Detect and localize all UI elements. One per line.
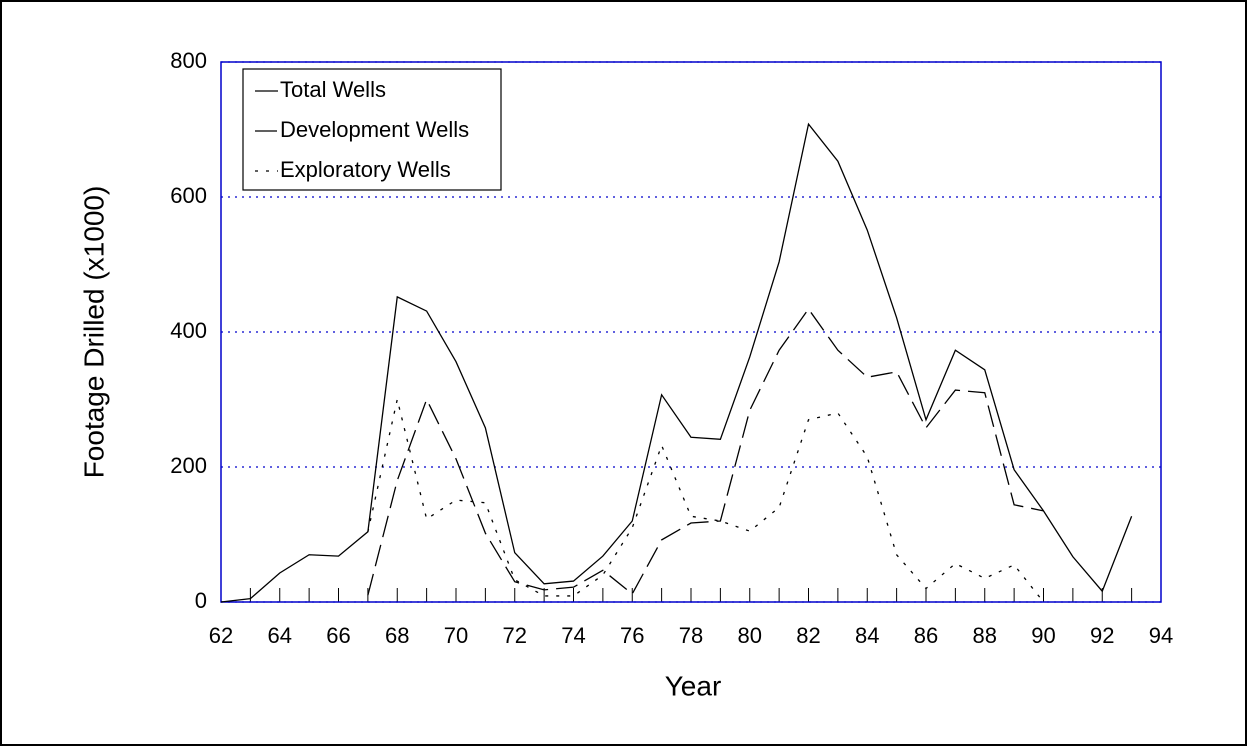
x-tick-label: 62 <box>209 623 233 648</box>
y-tick-label: 200 <box>170 453 207 478</box>
x-tick-label: 82 <box>796 623 820 648</box>
series-line <box>367 307 1044 596</box>
x-tick-label: 86 <box>914 623 938 648</box>
y-tick-label: 600 <box>170 183 207 208</box>
legend-box <box>242 68 502 191</box>
legend-label: Development Wells <box>280 117 469 142</box>
series-line <box>220 122 1133 603</box>
legend-label: Total Wells <box>280 77 386 102</box>
x-tick-label: 90 <box>1031 623 1055 648</box>
plot-frame <box>220 61 1162 603</box>
x-axis-label: Year <box>665 670 722 701</box>
x-tick-label: 94 <box>1149 623 1173 648</box>
y-tick-label: 0 <box>195 588 207 613</box>
x-tick-label: 72 <box>503 623 527 648</box>
x-tick-label: 66 <box>326 623 350 648</box>
x-tick-label: 92 <box>1090 623 1114 648</box>
y-tick-label: 800 <box>170 48 207 73</box>
x-tick-label: 64 <box>268 623 292 648</box>
y-tick-label: 400 <box>170 318 207 343</box>
y-axis-label: Footage Drilled (x1000) <box>78 186 109 479</box>
x-tick-label: 78 <box>679 623 703 648</box>
legend-label: Exploratory Wells <box>280 157 451 182</box>
x-tick-label: 68 <box>385 623 409 648</box>
x-tick-label: 74 <box>561 623 585 648</box>
x-tick-label: 88 <box>973 623 997 648</box>
series-line <box>367 399 1045 603</box>
x-tick-label: 84 <box>855 623 879 648</box>
x-tick-label: 76 <box>620 623 644 648</box>
x-tick-label: 80 <box>738 623 762 648</box>
x-tick-label: 70 <box>444 623 468 648</box>
